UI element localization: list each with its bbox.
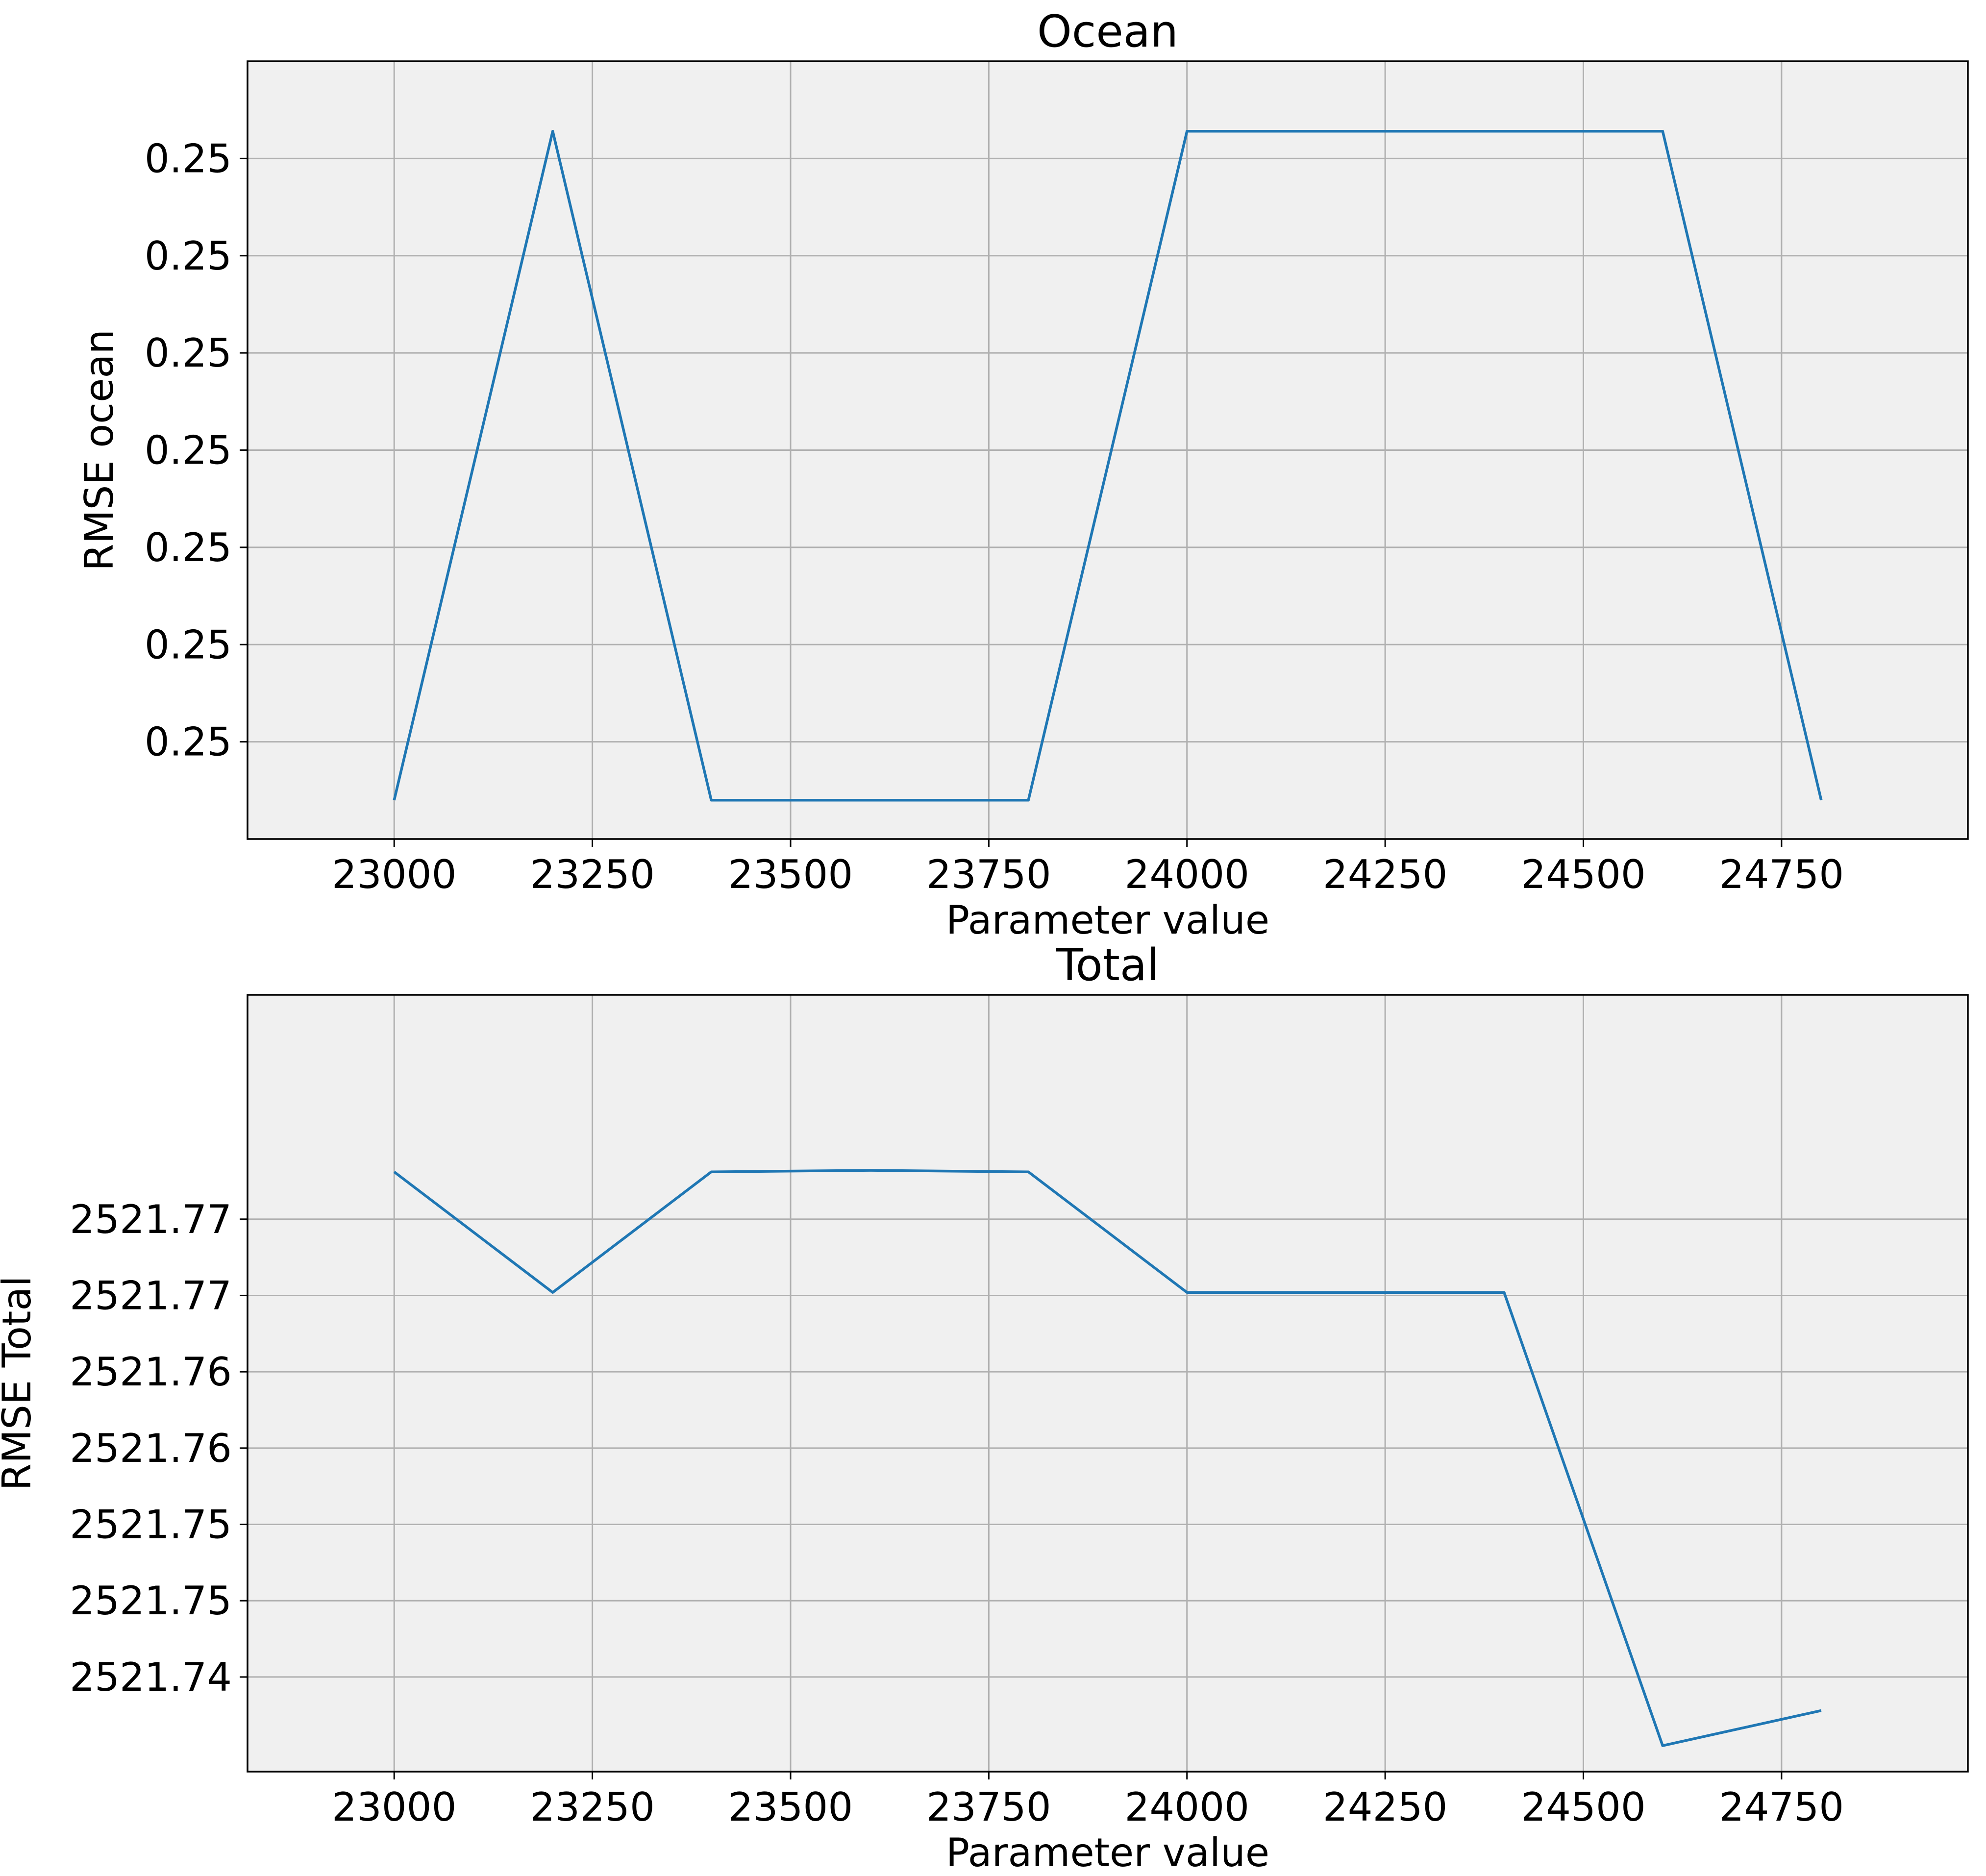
x-axis-label: Parameter value [946,897,1269,943]
y-axis-label: RMSE Total [0,1276,40,1490]
y-tick-label: 0.25 [145,525,232,570]
y-tick-label: 2521.77 [70,1273,232,1318]
x-tick-label: 24000 [1125,1784,1250,1830]
y-tick-label: 0.25 [145,136,232,181]
plot-background [248,995,1968,1772]
y-tick-label: 0.25 [145,233,232,279]
x-tick-label: 23750 [926,1784,1051,1830]
y-tick-label: 0.25 [145,428,232,473]
chart-panel-1: 23000 23250 23500 23750 24000 24250 24500 24750… [76,6,1969,943]
x-tick-label: 23500 [728,1784,853,1830]
y-tick-label: 0.25 [145,719,232,765]
y-tick-label: 2521.74 [70,1654,232,1700]
x-tick-label: 24750 [1719,852,1844,897]
x-tick-label: 24750 [1719,1784,1844,1830]
y-tick-label: 2521.75 [70,1502,232,1548]
x-tick-label: 24500 [1521,1784,1646,1830]
y-tick-label: 2521.77 [70,1197,232,1242]
y-tick-label: 2521.76 [70,1426,232,1471]
chart-title: Total [1056,939,1159,991]
series-line [393,130,1823,802]
x-tick-label: 24250 [1323,852,1448,897]
x-tick-label: 24500 [1521,852,1646,897]
x-tick-label: 23500 [728,852,853,897]
axes-frame [247,994,1969,1773]
x-tick-label: 23250 [530,852,655,897]
series-line [393,1169,1822,1747]
x-tick-label: 23250 [530,1784,655,1830]
chart-title: Ocean [1037,6,1178,57]
y-tick-label: 2521.75 [70,1578,232,1624]
y-tick-label: 0.25 [145,330,232,376]
x-tick-label: 23750 [926,852,1051,897]
y-axis-label: RMSE ocean [76,329,122,571]
axes-frame [247,60,1969,840]
x-tick-label: 23000 [332,1784,457,1830]
x-axis-label: Parameter value [946,1830,1269,1876]
x-tick-label: 23000 [332,852,457,897]
chart-panel-2: 23000 23250 23500 23750 24000 24250 24500 24750… [0,939,1969,1876]
y-tick-label: 2521.76 [70,1349,232,1395]
x-tick-label: 24000 [1125,852,1250,897]
x-tick-label: 24250 [1323,1784,1448,1830]
y-tick-label: 0.25 [145,622,232,667]
